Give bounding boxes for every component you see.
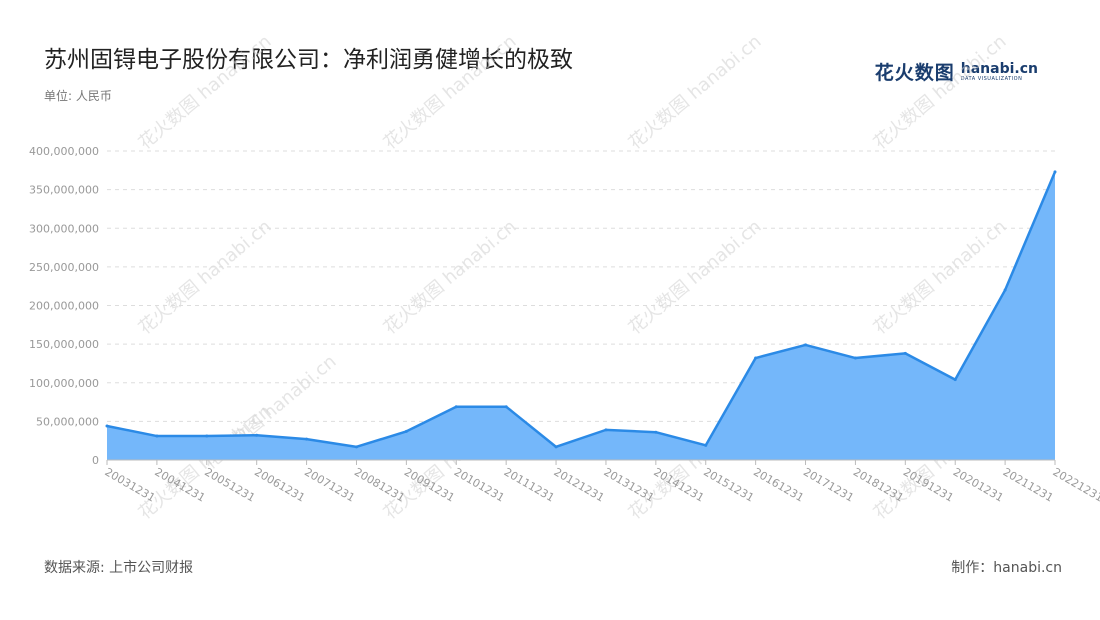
x-tick-label: 20211231 — [1001, 465, 1056, 504]
data-point — [155, 434, 159, 438]
data-point — [354, 445, 358, 449]
x-tick-label: 20031231 — [103, 465, 158, 504]
data-point — [754, 356, 758, 360]
data-point — [404, 429, 408, 433]
data-point — [853, 356, 857, 360]
x-tick-label: 20121231 — [552, 465, 607, 504]
data-point — [105, 424, 109, 428]
y-tick-label: 300,000,000 — [29, 222, 99, 235]
brand-logo: 花火数图 hanabi.cn DATA VISUALIZATION — [875, 58, 1038, 85]
grid-layer — [107, 150, 1055, 422]
x-tick-label: 20101231 — [452, 465, 507, 504]
x-tick-label: 20061231 — [252, 465, 307, 504]
data-point — [704, 443, 708, 447]
watermark-text: 花火数图 hanabi.cn — [135, 216, 276, 339]
brand-tagline: DATA VISUALIZATION — [960, 75, 1023, 82]
data-point — [604, 428, 608, 432]
data-point — [305, 437, 309, 441]
data-point — [504, 405, 508, 409]
data-point — [804, 343, 808, 347]
y-tick-label: 250,000,000 — [29, 261, 99, 274]
x-tick-label: 20221231 — [1051, 465, 1100, 504]
watermark-text: 花火数图 hanabi.cn — [625, 31, 766, 154]
data-point — [255, 433, 259, 437]
y-tick-label: 0 — [92, 454, 99, 467]
data-point — [1053, 170, 1057, 174]
x-tick-label: 20071231 — [302, 465, 357, 504]
y-tick-label: 50,000,000 — [36, 415, 99, 428]
watermark-text: 花火数图 hanabi.cn — [380, 31, 521, 154]
x-tick-label: 20201231 — [951, 465, 1006, 504]
x-tick-label: 20081231 — [352, 465, 407, 504]
chart-title: 苏州固锝电子股份有限公司：净利润勇健增长的极致 — [44, 47, 573, 73]
brand-name-en-block: hanabi.cn DATA VISUALIZATION — [961, 62, 1038, 82]
series-line — [106, 171, 1057, 449]
data-point — [454, 405, 458, 409]
watermark-text: 花火数图 hanabi.cn — [870, 31, 1011, 154]
y-tick-label: 200,000,000 — [29, 300, 99, 313]
data-point — [903, 351, 907, 355]
y-tick-label: 350,000,000 — [29, 184, 99, 197]
x-tick-label: 20171231 — [801, 465, 856, 504]
x-tick-label: 20151231 — [701, 465, 756, 504]
x-tick-label: 20111231 — [502, 465, 557, 504]
area-fill — [107, 171, 1055, 461]
credit-label: 制作：hanabi.cn — [951, 560, 1062, 576]
data-point — [953, 378, 957, 382]
series-layer — [105, 170, 1057, 461]
x-tick-label: 20161231 — [751, 465, 806, 504]
watermark-text: 花火数图 hanabi.cn — [625, 216, 766, 339]
y-tick-label: 150,000,000 — [29, 338, 99, 351]
data-point — [205, 434, 209, 438]
y-tick-label: 400,000,000 — [29, 145, 99, 158]
watermark-text: 花火数图 hanabi.cn — [135, 31, 276, 154]
brand-name-cn: 花火数图 — [874, 62, 955, 84]
data-source: 数据来源: 上市公司财报 — [44, 560, 194, 576]
x-tick-label: 20051231 — [202, 465, 257, 504]
data-point — [1003, 288, 1007, 292]
watermark-text: 花火数图 hanabi.cn — [380, 216, 521, 339]
data-point — [654, 430, 658, 434]
brand-name-en: hanabi.cn — [960, 60, 1038, 77]
data-point — [554, 445, 558, 449]
x-tick-label: 20131231 — [601, 465, 656, 504]
y-tick-label: 100,000,000 — [29, 377, 99, 390]
unit-label: 单位: 人民币 — [44, 89, 112, 103]
